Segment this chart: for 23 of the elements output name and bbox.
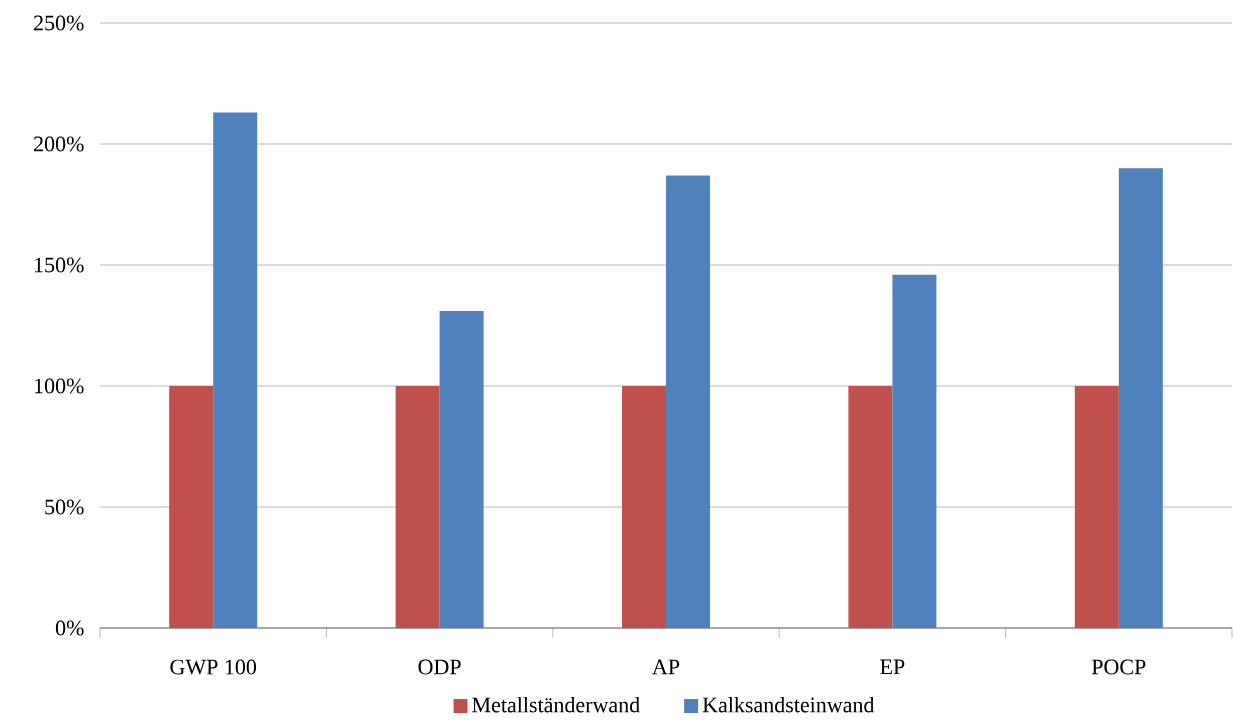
bar	[439, 310, 484, 628]
bar	[213, 112, 258, 628]
bar	[1074, 386, 1119, 628]
x-tick-label: POCP	[1091, 659, 1146, 675]
y-tick-label: 100%	[35, 378, 84, 394]
bar	[1118, 168, 1163, 628]
y-tick-label: 250%	[34, 15, 84, 31]
legend-label: Metallständerwand	[472, 696, 640, 713]
y-tick-label: 200%	[34, 136, 84, 152]
bar	[666, 175, 710, 628]
bar	[848, 386, 893, 628]
bar	[622, 386, 666, 628]
x-tick-label: ODP	[418, 659, 461, 675]
bar	[169, 386, 214, 628]
legend-label: Kalksandsteinwand	[702, 696, 875, 713]
bar	[395, 386, 440, 628]
y-tick-label: 0%	[55, 620, 84, 636]
x-tick-label: EP	[880, 659, 905, 675]
y-tick-label: 50%	[45, 499, 84, 515]
bar	[892, 274, 937, 628]
x-tick-label: AP	[652, 659, 680, 675]
x-tick-label: GWP 100	[170, 659, 257, 675]
y-tick-label: 150%	[35, 257, 84, 273]
